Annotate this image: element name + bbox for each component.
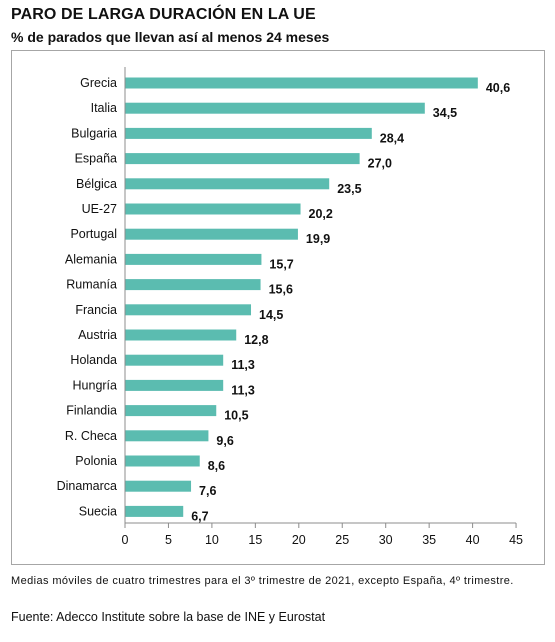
value-label: 19,9 xyxy=(306,232,330,246)
value-label: 12,8 xyxy=(244,333,268,347)
bar-b-lgica xyxy=(125,178,330,190)
category-label: Bélgica xyxy=(76,177,117,191)
value-label: 11,3 xyxy=(231,358,255,372)
category-label: Francia xyxy=(75,303,117,317)
bar-francia xyxy=(125,304,252,316)
bar-ruman-a xyxy=(125,279,261,291)
chart-source: Fuente: Adecco Institute sobre la base d… xyxy=(11,610,326,624)
x-tick-label: 20 xyxy=(292,533,306,547)
category-label: Polonia xyxy=(75,454,117,468)
bar-italia xyxy=(125,102,425,114)
bar-polonia xyxy=(125,455,200,467)
chart-title: PARO DE LARGA DURACIÓN EN LA UE xyxy=(11,6,316,23)
bar-finlandia xyxy=(125,405,217,417)
x-tick-label: 40 xyxy=(466,533,480,547)
value-label: 9,6 xyxy=(216,434,233,448)
value-label: 23,5 xyxy=(337,182,361,196)
x-tick-label: 10 xyxy=(205,533,219,547)
category-label: Finlandia xyxy=(66,404,117,418)
category-label: Alemania xyxy=(65,252,117,266)
x-tick-label: 5 xyxy=(165,533,172,547)
x-tick-label: 15 xyxy=(248,533,262,547)
bar-holanda xyxy=(125,354,224,366)
x-tick-label: 0 xyxy=(122,533,129,547)
bar-suecia xyxy=(125,505,184,517)
category-label: Portugal xyxy=(70,227,117,241)
bar-ue-27 xyxy=(125,203,301,215)
bar-hungr-a xyxy=(125,379,224,391)
bar-grecia xyxy=(125,77,478,89)
category-label: España xyxy=(75,152,117,166)
x-tick-label: 25 xyxy=(335,533,349,547)
value-label: 15,7 xyxy=(269,257,293,271)
bar-portugal xyxy=(125,228,298,240)
category-label: Dinamarca xyxy=(57,479,117,493)
x-tick-label: 35 xyxy=(422,533,436,547)
value-label: 40,6 xyxy=(486,81,510,95)
value-label: 10,5 xyxy=(224,409,248,423)
value-label: 8,6 xyxy=(208,459,225,473)
value-label: 34,5 xyxy=(433,106,457,120)
value-label: 28,4 xyxy=(380,131,404,145)
value-label: 15,6 xyxy=(269,283,293,297)
bar-bulgaria xyxy=(125,127,372,139)
bar-chart: Grecia 40,6 Italia 34,5 Bulgaria 28,4 España 27… xyxy=(57,67,523,547)
category-label: Austria xyxy=(78,328,117,342)
chart-subtitle: % de parados que llevan así al menos 24 … xyxy=(11,29,330,45)
chart-note: Medias móviles de cuatro trimestres para… xyxy=(11,575,514,587)
category-label: UE-27 xyxy=(82,202,117,216)
category-label: R. Checa xyxy=(65,429,117,443)
bar-alemania xyxy=(125,253,262,265)
x-tick-label: 45 xyxy=(509,533,523,547)
bar-r-checa xyxy=(125,430,209,442)
category-label: Bulgaria xyxy=(71,126,117,140)
category-label: Rumanía xyxy=(66,278,117,292)
category-label: Holanda xyxy=(70,353,117,367)
bar-austria xyxy=(125,329,237,341)
bar-dinamarca xyxy=(125,480,192,492)
category-label: Grecia xyxy=(80,76,117,90)
value-label: 7,6 xyxy=(199,484,216,498)
x-tick-label: 30 xyxy=(379,533,393,547)
bar-espa-a xyxy=(125,153,360,165)
value-label: 27,0 xyxy=(368,157,392,171)
value-label: 11,3 xyxy=(231,383,255,397)
category-label: Hungría xyxy=(73,378,118,392)
value-label: 14,5 xyxy=(259,308,283,322)
category-label: Italia xyxy=(91,101,117,115)
chart-frame: Grecia 40,6 Italia 34,5 Bulgaria 28,4 España 27… xyxy=(11,50,545,565)
value-label: 6,7 xyxy=(191,509,208,523)
value-label: 20,2 xyxy=(309,207,333,221)
category-label: Suecia xyxy=(79,504,117,518)
